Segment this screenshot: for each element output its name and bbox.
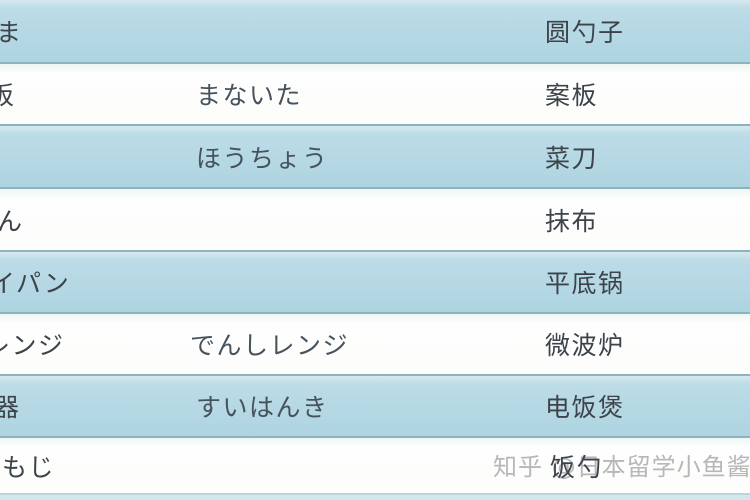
table-row: ま 圆勺子 xyxy=(0,0,750,62)
cell-japanese: 器 xyxy=(0,376,21,436)
cell-japanese: レンジ xyxy=(0,331,65,360)
cell-chinese: 微波炉 xyxy=(545,331,625,360)
cell-japanese: イパン xyxy=(0,269,71,298)
cell-japanese: 板 xyxy=(0,64,16,124)
cell-kana: まないた xyxy=(196,81,303,110)
cell-chinese: 平底锅 xyxy=(545,269,625,298)
cell-japanese: もじ xyxy=(2,452,56,482)
cell-kana: すいはんき xyxy=(196,393,329,422)
cell-chinese: 菜刀 xyxy=(545,143,599,173)
table-row: レンジ でんしレンジ 微波炉 xyxy=(0,312,750,374)
table-row: ん 抹布 xyxy=(0,187,750,250)
table-row: もじ 饭勺 xyxy=(0,436,750,493)
cell-kana: ほうちょう xyxy=(196,143,329,173)
cell-chinese: 饭勺 xyxy=(550,452,604,482)
cell-kana: でんしレンジ xyxy=(190,331,350,360)
table-row: ほうちょう 菜刀 xyxy=(0,124,750,187)
table-row: イパン 平底锅 xyxy=(0,250,750,312)
cell-chinese: 圆勺子 xyxy=(545,18,625,47)
watermark-text: 知乎 @日本留学小鱼酱 xyxy=(493,453,750,481)
cell-japanese: ん xyxy=(0,189,24,250)
table-row: 器 すいはんき 电饭煲 xyxy=(0,374,750,436)
cell-japanese: ま xyxy=(0,18,23,47)
cell-chinese: 案板 xyxy=(545,81,599,110)
partial-next-row xyxy=(0,493,750,500)
cell-chinese: 电饭煲 xyxy=(545,393,625,422)
table-row: 板 まないた 案板 xyxy=(0,62,750,124)
cell-chinese: 抹布 xyxy=(545,206,599,236)
